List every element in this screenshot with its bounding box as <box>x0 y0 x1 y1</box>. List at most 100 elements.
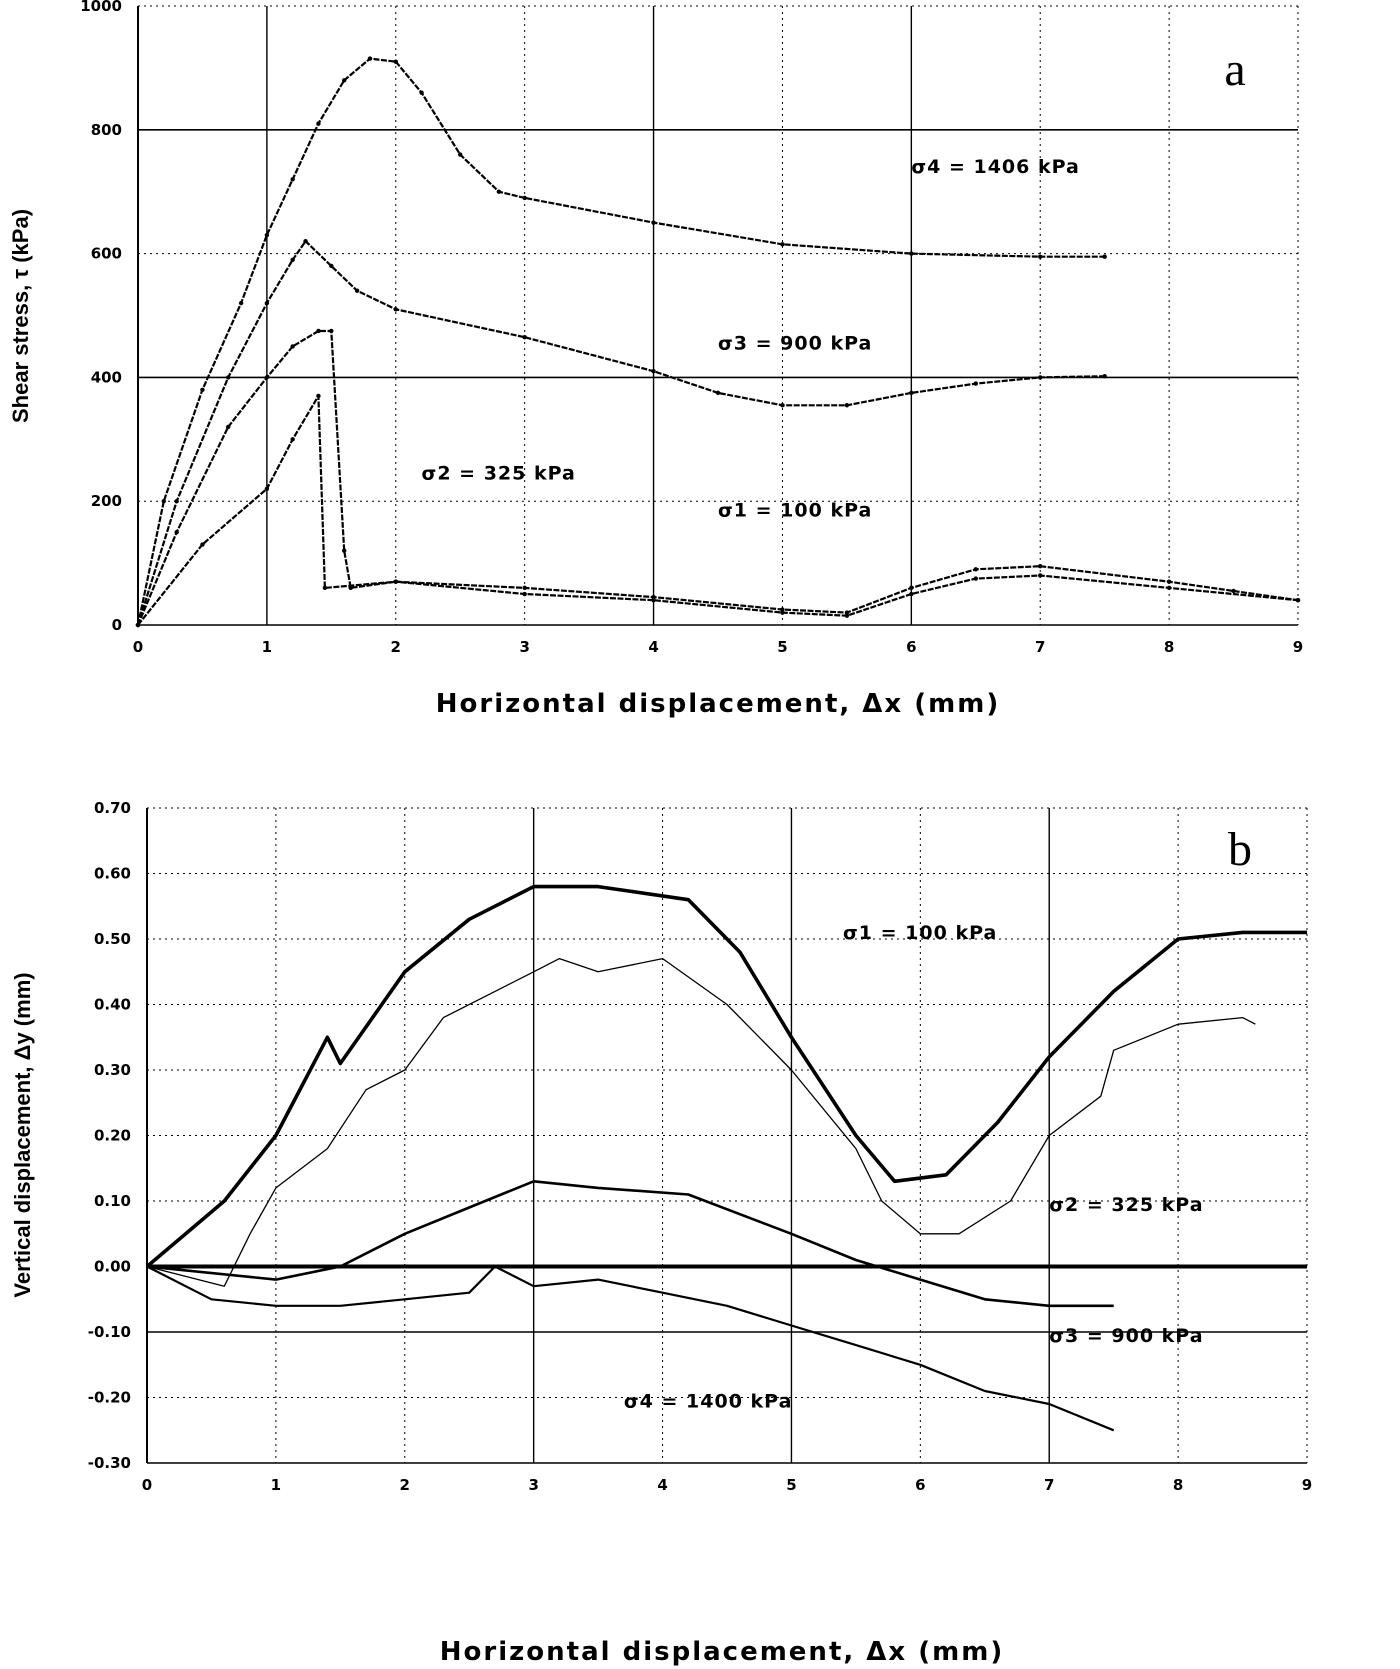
data-point <box>290 344 295 349</box>
series-label-3: σ2 = 325 kPa <box>422 463 576 485</box>
series-label-2: σ3 = 900 kPa <box>718 333 872 355</box>
data-point <box>342 548 347 553</box>
y-tick-label: 800 <box>91 121 122 139</box>
x-tick-label: 7 <box>1035 638 1045 656</box>
x-tick-label: 9 <box>1302 1476 1312 1494</box>
data-point <box>909 390 914 396</box>
data-point <box>354 288 360 293</box>
data-point <box>264 232 270 238</box>
data-point <box>1295 598 1301 603</box>
data-point <box>174 529 179 535</box>
y-tick-label: 0.20 <box>94 1127 131 1145</box>
data-point <box>290 437 295 442</box>
series-label-1: σ4 = 1406 kPa <box>911 156 1080 178</box>
data-point <box>1038 254 1043 259</box>
data-point <box>264 486 270 492</box>
y-tick-label: 0.10 <box>94 1192 131 1210</box>
x-tick-label: 5 <box>777 638 787 656</box>
data-point <box>1166 579 1172 584</box>
data-point <box>651 220 656 225</box>
x-tick-label: 6 <box>915 1476 925 1494</box>
data-point <box>844 403 850 408</box>
x-tick-label: 3 <box>519 638 529 656</box>
y-axis-label: Vertical displacement, Δy (mm) <box>10 972 35 1297</box>
series-label-4: σ4 = 1400 kPa <box>624 1390 793 1412</box>
data-point <box>973 576 978 581</box>
y-tick-label: 0.50 <box>94 930 131 948</box>
series-line-2 <box>146 957 1256 1287</box>
x-tick-label: 4 <box>648 638 658 656</box>
data-point <box>1166 585 1172 591</box>
data-point <box>316 393 321 399</box>
data-point <box>200 387 205 392</box>
y-tick-label: 400 <box>91 368 122 386</box>
data-point <box>200 542 205 547</box>
x-tick-label: 8 <box>1164 638 1174 656</box>
series-line-4 <box>146 1265 1115 1432</box>
data-point <box>238 300 244 306</box>
y-tick-label: -0.30 <box>88 1454 131 1472</box>
data-point <box>226 424 231 430</box>
data-point <box>264 300 270 306</box>
chart-panel-b: -0.30 -0.20 -0.10 0.00 0.10 0.20 0.30 0.40 0.50 0… <box>10 799 1312 1667</box>
x-tick-label: 3 <box>528 1476 538 1494</box>
data-point <box>316 328 321 334</box>
data-point <box>161 499 166 504</box>
y-tick-label: 600 <box>91 245 122 263</box>
data-point <box>174 499 179 504</box>
data-point <box>290 257 295 262</box>
x-axis-label: Horizontal displacement, Δx (mm) <box>436 689 1000 719</box>
data-point <box>135 622 141 628</box>
series-label-2: σ2 = 325 kPa <box>1049 1194 1203 1216</box>
data-point <box>329 328 334 334</box>
data-point <box>522 195 527 201</box>
data-point <box>522 591 527 597</box>
panel-label: b <box>1228 823 1252 876</box>
y-tick-label: 1000 <box>80 0 122 15</box>
data-point <box>367 56 373 61</box>
data-point <box>1231 588 1236 594</box>
data-point <box>651 594 656 600</box>
data-point <box>973 567 978 572</box>
x-tick-label: 5 <box>786 1476 796 1494</box>
series-line-1 <box>136 57 1105 626</box>
y-tick-label: 0.70 <box>94 799 131 817</box>
y-tick-label: -0.10 <box>88 1323 131 1341</box>
data-point <box>226 375 231 380</box>
data-point <box>393 579 398 584</box>
panel-label: a <box>1224 43 1245 96</box>
data-point <box>393 59 398 64</box>
x-tick-label: 7 <box>1044 1476 1054 1494</box>
y-tick-label: 0 <box>112 616 122 634</box>
x-tick-label: 1 <box>271 1476 281 1494</box>
data-point <box>844 610 850 615</box>
x-tick-label: 2 <box>400 1476 410 1494</box>
y-tick-label: -0.20 <box>88 1389 131 1407</box>
data-point <box>651 598 656 603</box>
data-point <box>909 585 914 591</box>
data-point <box>458 152 463 157</box>
data-point <box>393 307 398 312</box>
data-point <box>329 263 334 269</box>
data-point <box>522 585 527 591</box>
data-point <box>1102 373 1107 379</box>
data-point <box>264 375 270 380</box>
chart-panel-a: 0 200 400 600 800 1000 0 1 2 3 4 5 6 7 8 9 σ4 = 1406 kPa… <box>8 0 1303 719</box>
y-tick-label: 0.60 <box>94 865 131 883</box>
data-point <box>844 613 850 618</box>
x-tick-label: 8 <box>1173 1476 1183 1494</box>
series-line-1 <box>145 884 1307 1268</box>
y-tick-label: 0.00 <box>94 1258 131 1276</box>
x-tick-label: 9 <box>1293 638 1303 656</box>
data-point <box>316 121 321 126</box>
data-point <box>522 334 527 340</box>
data-point <box>909 591 914 597</box>
data-point <box>496 189 502 194</box>
x-tick-label: 2 <box>391 638 401 656</box>
x-tick-label: 0 <box>133 638 143 656</box>
x-tick-label: 0 <box>142 1476 152 1494</box>
x-tick-label: 4 <box>657 1476 667 1494</box>
data-point <box>780 242 785 247</box>
data-point <box>780 610 785 615</box>
x-tick-label: 6 <box>906 638 916 656</box>
